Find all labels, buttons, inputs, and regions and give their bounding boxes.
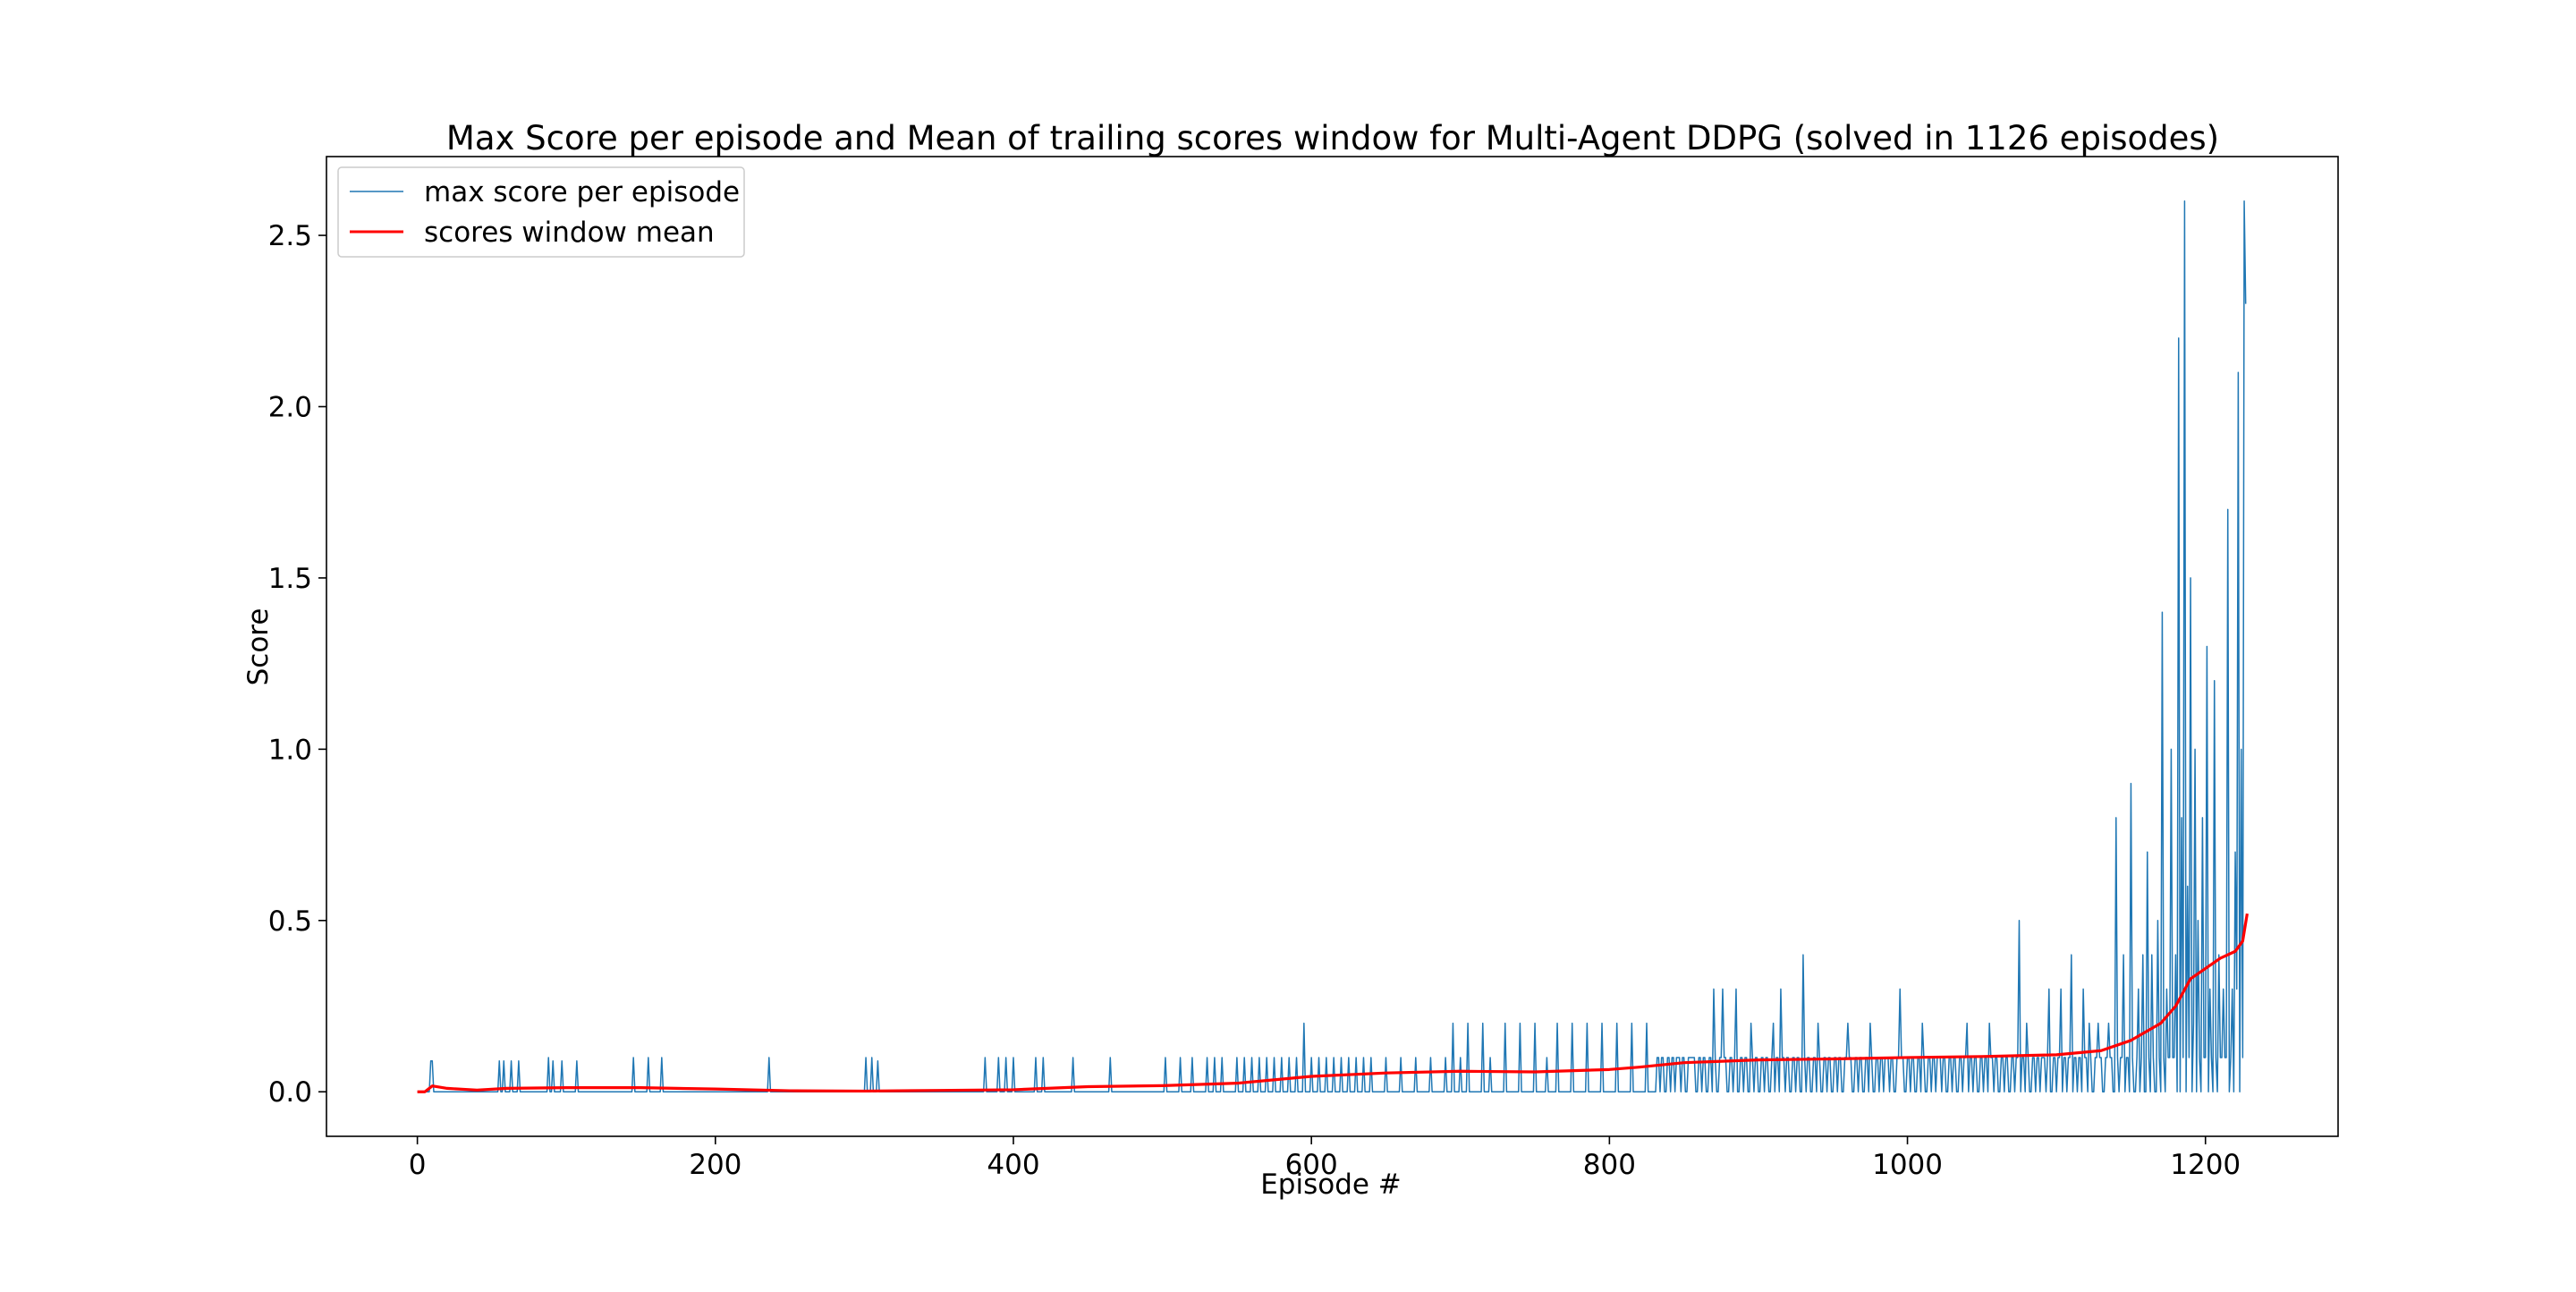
plot-area bbox=[417, 200, 2249, 1093]
y-tick-label: 2.0 bbox=[268, 391, 312, 423]
x-tick-label: 0 bbox=[409, 1149, 427, 1181]
x-axis-label: Episode # bbox=[1260, 1169, 1402, 1201]
y-axis: 0.0 0.5 1.0 1.5 2.0 2.5 bbox=[268, 220, 326, 1109]
y-tick-label: 2.5 bbox=[268, 220, 312, 252]
x-tick-label: 1200 bbox=[2170, 1149, 2241, 1181]
x-axis: 0 200 400 600 800 1000 1200 bbox=[409, 1136, 2241, 1181]
x-tick-label: 800 bbox=[1583, 1149, 1636, 1181]
y-axis-label: Score bbox=[242, 608, 275, 686]
chart-title: Max Score per episode and Mean of traili… bbox=[446, 119, 2219, 157]
legend-box bbox=[337, 166, 745, 258]
y-tick-label: 1.0 bbox=[268, 734, 312, 766]
y-tick-label: 1.5 bbox=[268, 563, 312, 595]
series-line-window-mean bbox=[417, 913, 2249, 1093]
x-tick-label: 200 bbox=[689, 1149, 741, 1181]
y-tick-label: 0.0 bbox=[268, 1076, 312, 1109]
x-tick-label: 1000 bbox=[1872, 1149, 1943, 1181]
legend-label-window-mean: scores window mean bbox=[424, 217, 715, 249]
x-tick-label: 600 bbox=[1285, 1149, 1338, 1181]
x-tick-label: 400 bbox=[987, 1149, 1039, 1181]
legend-label-max-score: max score per episode bbox=[424, 176, 740, 208]
axes-frame bbox=[326, 156, 2339, 1137]
series-line-max-score bbox=[417, 200, 2247, 1092]
legend: max score per episode scores window mean bbox=[337, 166, 745, 258]
y-tick-label: 0.5 bbox=[268, 905, 312, 938]
